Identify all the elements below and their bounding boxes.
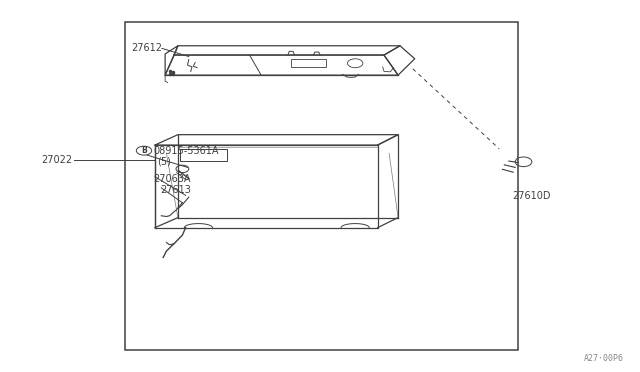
Text: 27063A: 27063A (154, 174, 191, 183)
Text: A27·00P6: A27·00P6 (584, 354, 624, 363)
Bar (180, 149, 227, 161)
Text: 27022: 27022 (42, 155, 73, 165)
Text: 08915-5361A: 08915-5361A (154, 146, 219, 155)
Text: 27612: 27612 (131, 44, 162, 53)
Bar (291, 59, 326, 67)
Text: B: B (141, 146, 147, 155)
Text: 27610D: 27610D (512, 192, 550, 201)
Text: 27613: 27613 (160, 185, 191, 195)
Text: (5): (5) (157, 156, 171, 166)
Bar (125, 22, 518, 350)
